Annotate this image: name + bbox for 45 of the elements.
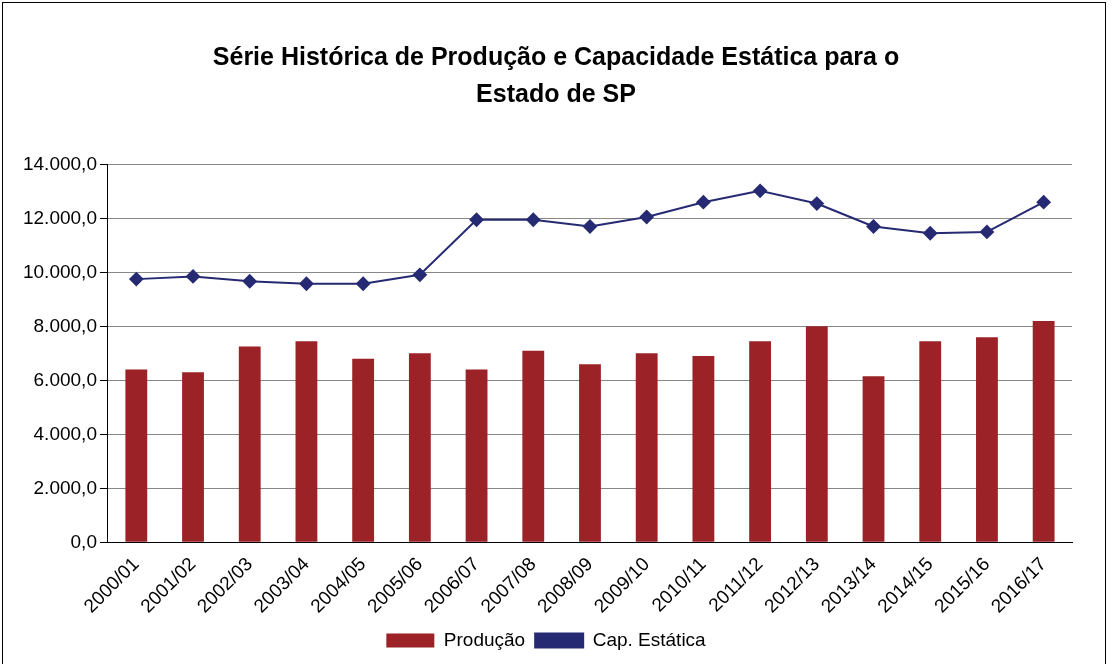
bar <box>522 350 545 542</box>
bar <box>805 326 828 542</box>
point <box>526 212 541 227</box>
point <box>129 272 144 287</box>
y-tick-label: 0,0 <box>70 530 97 552</box>
bar <box>352 358 375 542</box>
bar <box>295 341 318 542</box>
bar <box>1032 320 1055 542</box>
bar <box>692 356 715 542</box>
bar <box>635 353 658 542</box>
point <box>1036 195 1051 210</box>
point <box>186 269 201 284</box>
point <box>639 210 654 225</box>
bar <box>579 364 601 542</box>
y-tick-label: 8.000,0 <box>33 314 97 336</box>
point <box>979 224 994 239</box>
legend-label: Produção <box>443 628 526 650</box>
point <box>582 219 597 234</box>
bar <box>749 341 772 542</box>
point <box>923 226 938 241</box>
bar <box>862 376 885 542</box>
bar <box>919 341 942 542</box>
point <box>469 212 484 227</box>
bar <box>238 346 261 542</box>
y-tick-label: 14.000,0 <box>22 152 97 174</box>
y-tick-label: 2.000,0 <box>33 476 97 498</box>
point <box>299 276 314 291</box>
y-tick-label: 4.000,0 <box>33 422 97 444</box>
y-tick-label: 12.000,0 <box>22 206 97 228</box>
point <box>696 195 711 210</box>
bar <box>465 369 488 542</box>
point <box>753 183 768 198</box>
point <box>809 196 824 211</box>
bar <box>125 369 148 542</box>
y-tick-label: 10.000,0 <box>22 260 97 282</box>
y-tick-label: 6.000,0 <box>33 368 97 390</box>
bar <box>408 353 431 542</box>
point <box>356 276 371 291</box>
point <box>412 267 427 282</box>
bar <box>182 372 204 542</box>
point <box>242 274 257 289</box>
legend-label: Cap. Estática <box>592 628 707 650</box>
point <box>866 219 881 234</box>
bar <box>976 337 998 542</box>
chart-title: Série Histórica de Produção e Capacidade Estática para o Estado de SP <box>211 41 901 109</box>
